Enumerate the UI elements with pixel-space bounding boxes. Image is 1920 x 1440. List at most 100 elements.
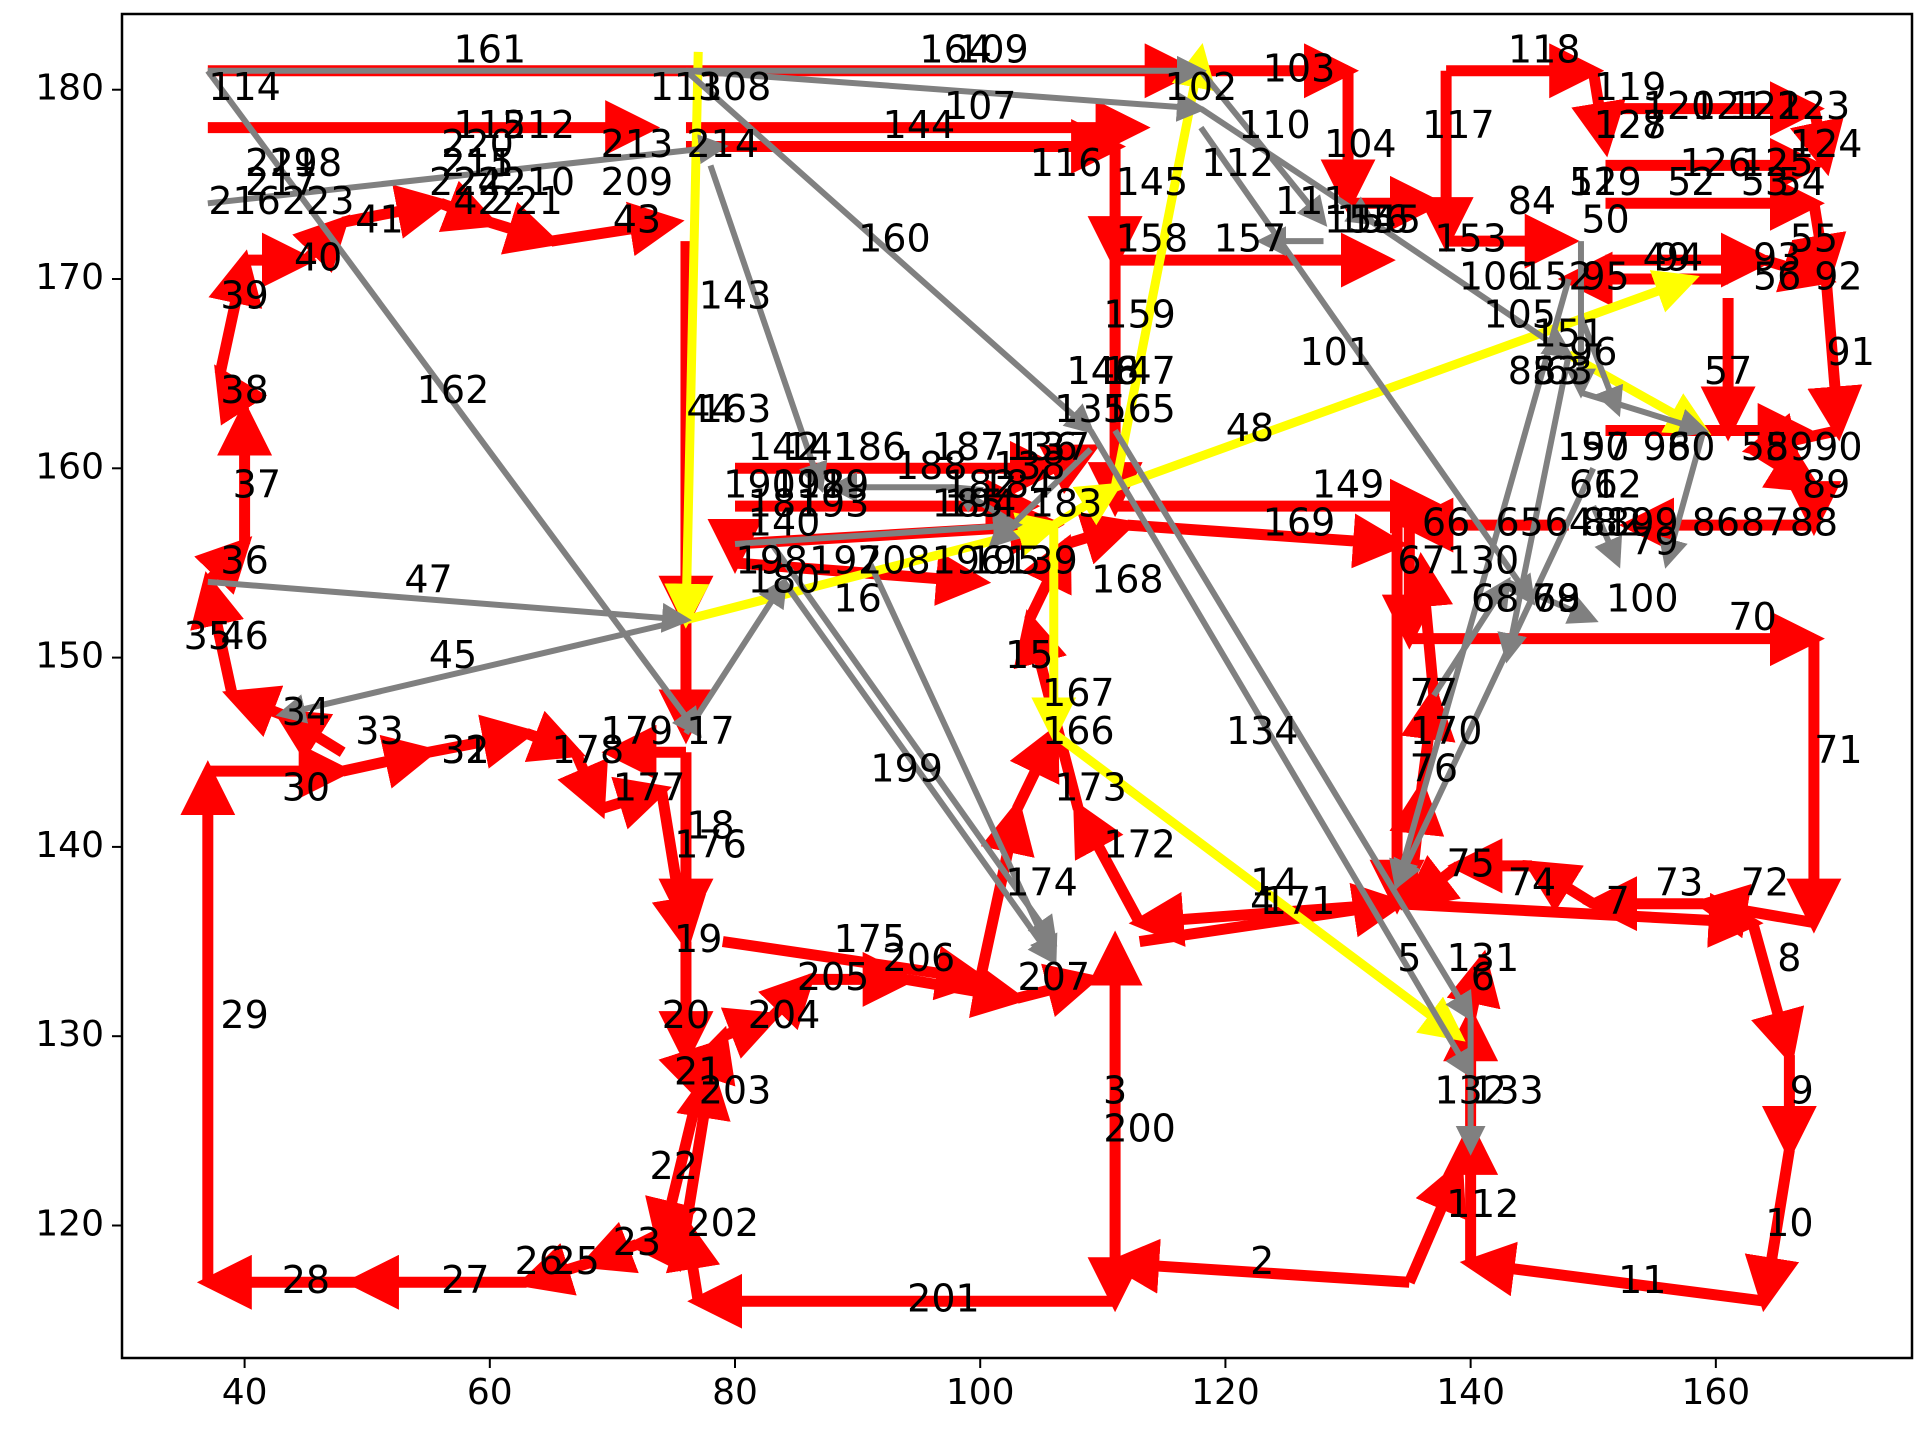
- yellow-edge-6: [1051, 729, 1466, 1042]
- node-label-4: 4: [1250, 879, 1274, 923]
- x-axis: 40 60 80 100 120 140 160: [222, 1358, 1750, 1413]
- red-edge-2: [341, 734, 440, 789]
- node-label-209: 209: [601, 160, 674, 204]
- node-label-180: 180: [748, 557, 821, 601]
- red-edge-83: [1459, 1241, 1766, 1307]
- grey-edge-5: [1198, 68, 1328, 227]
- node-label-61: 61: [1569, 463, 1617, 507]
- node-label-223: 223: [282, 179, 355, 223]
- node-label-111: 111: [1275, 179, 1348, 223]
- yellow-edge-4: [1113, 270, 1700, 492]
- node-label-88: 88: [1790, 501, 1838, 545]
- node-label-14: 14: [1250, 860, 1298, 904]
- node-label-95: 95: [1581, 255, 1629, 299]
- node-label-74: 74: [1508, 860, 1556, 904]
- node-label-125: 125: [1741, 141, 1814, 185]
- node-label-159: 159: [1103, 292, 1176, 336]
- node-label-26: 26: [515, 1239, 563, 1283]
- node-label-107: 107: [944, 84, 1017, 128]
- node-label-80: 80: [1606, 501, 1654, 545]
- node-label-113: 113: [650, 65, 723, 109]
- grey-edge-22: [1431, 576, 1511, 698]
- node-label-145: 145: [1116, 160, 1189, 204]
- node-label-57: 57: [1704, 349, 1752, 393]
- node-label-12: 12: [1471, 1182, 1519, 1226]
- node-label-22: 22: [650, 1144, 698, 1188]
- node-label-81: 81: [1581, 501, 1629, 545]
- node-label-109: 109: [956, 27, 1029, 71]
- node-label-175: 175: [834, 917, 907, 961]
- y-tick-label-140: 140: [35, 825, 104, 866]
- node-label-130: 130: [1447, 538, 1520, 582]
- red-edge-79: [1396, 892, 1764, 948]
- node-label-55: 55: [1790, 217, 1838, 261]
- grey-edge-27: [683, 576, 788, 735]
- node-label-193: 193: [797, 482, 870, 526]
- node-label-222: 222: [454, 160, 527, 204]
- node-label-137: 137: [1018, 425, 1091, 469]
- red-edge-69: [1400, 684, 1456, 791]
- node-label-101: 101: [1300, 330, 1373, 374]
- y-tick-label-120: 120: [35, 1203, 104, 1244]
- node-label-140: 140: [748, 501, 821, 545]
- node-label-141: 141: [785, 425, 858, 469]
- node-label-192: 192: [772, 463, 845, 507]
- node-label-179: 179: [601, 709, 674, 753]
- node-label-200: 200: [1103, 1106, 1176, 1150]
- grey-edge-4: [1199, 106, 1378, 226]
- node-label-17: 17: [686, 709, 734, 753]
- grey-edge-19: [1580, 389, 1710, 438]
- red-edge-5: [557, 750, 608, 820]
- node-label-43: 43: [613, 198, 661, 242]
- node-label-123: 123: [1778, 84, 1851, 128]
- node-label-48: 48: [1226, 406, 1274, 450]
- node-label-132: 132: [1434, 1068, 1507, 1112]
- grey-edge-32: [1393, 467, 1596, 891]
- node-label-174: 174: [1005, 860, 1078, 904]
- x-tick-label-100: 100: [946, 1372, 1015, 1413]
- node-label-195: 195: [968, 538, 1041, 582]
- node-label-30: 30: [282, 766, 330, 810]
- node-label-63: 63: [1545, 349, 1593, 393]
- red-edge-28: [550, 201, 685, 257]
- grey-edge-13: [1578, 315, 1624, 418]
- node-label-134: 134: [1226, 709, 1299, 753]
- red-edge-17: [222, 685, 284, 737]
- node-label-121: 121: [1692, 84, 1765, 128]
- red-edge-43: [1571, 69, 1626, 158]
- x-tick-label-80: 80: [712, 1372, 758, 1413]
- node-label-157: 157: [1214, 217, 1287, 261]
- node-label-143: 143: [699, 273, 772, 317]
- node-label-9: 9: [1790, 1068, 1814, 1112]
- node-label-115: 115: [454, 103, 527, 147]
- grey-edge-24: [769, 542, 1058, 947]
- node-label-23: 23: [613, 1220, 661, 1264]
- node-label-158: 158: [1116, 217, 1189, 261]
- node-label-188: 188: [895, 444, 968, 488]
- red-edge-65: [1522, 860, 1597, 913]
- node-label-35: 35: [184, 614, 232, 658]
- node-label-46: 46: [220, 614, 268, 658]
- yellow-edge-2: [1051, 482, 1123, 529]
- node-label-191: 191: [772, 463, 845, 507]
- node-label-60: 60: [1667, 425, 1715, 469]
- node-label-116: 116: [1030, 141, 1103, 185]
- grey-edge-20: [1658, 429, 1707, 569]
- node-label-118: 118: [1508, 27, 1581, 71]
- node-label-5: 5: [1397, 936, 1421, 980]
- node-label-89: 89: [1802, 463, 1850, 507]
- y-tick-label-160: 160: [35, 446, 104, 487]
- node-label-29: 29: [220, 993, 268, 1037]
- node-label-146: 146: [1067, 349, 1140, 393]
- node-label-152: 152: [1520, 255, 1593, 299]
- grey-edge-9: [707, 164, 828, 493]
- node-label-71: 71: [1814, 728, 1862, 772]
- node-label-16: 16: [833, 576, 881, 620]
- node-label-217: 217: [245, 160, 318, 204]
- node-label-73: 73: [1655, 860, 1703, 904]
- node-label-189: 189: [797, 463, 870, 507]
- node-label-224: 224: [429, 160, 502, 204]
- node-label-186: 186: [834, 425, 907, 469]
- node-label-72: 72: [1741, 860, 1789, 904]
- node-label-62: 62: [1594, 463, 1642, 507]
